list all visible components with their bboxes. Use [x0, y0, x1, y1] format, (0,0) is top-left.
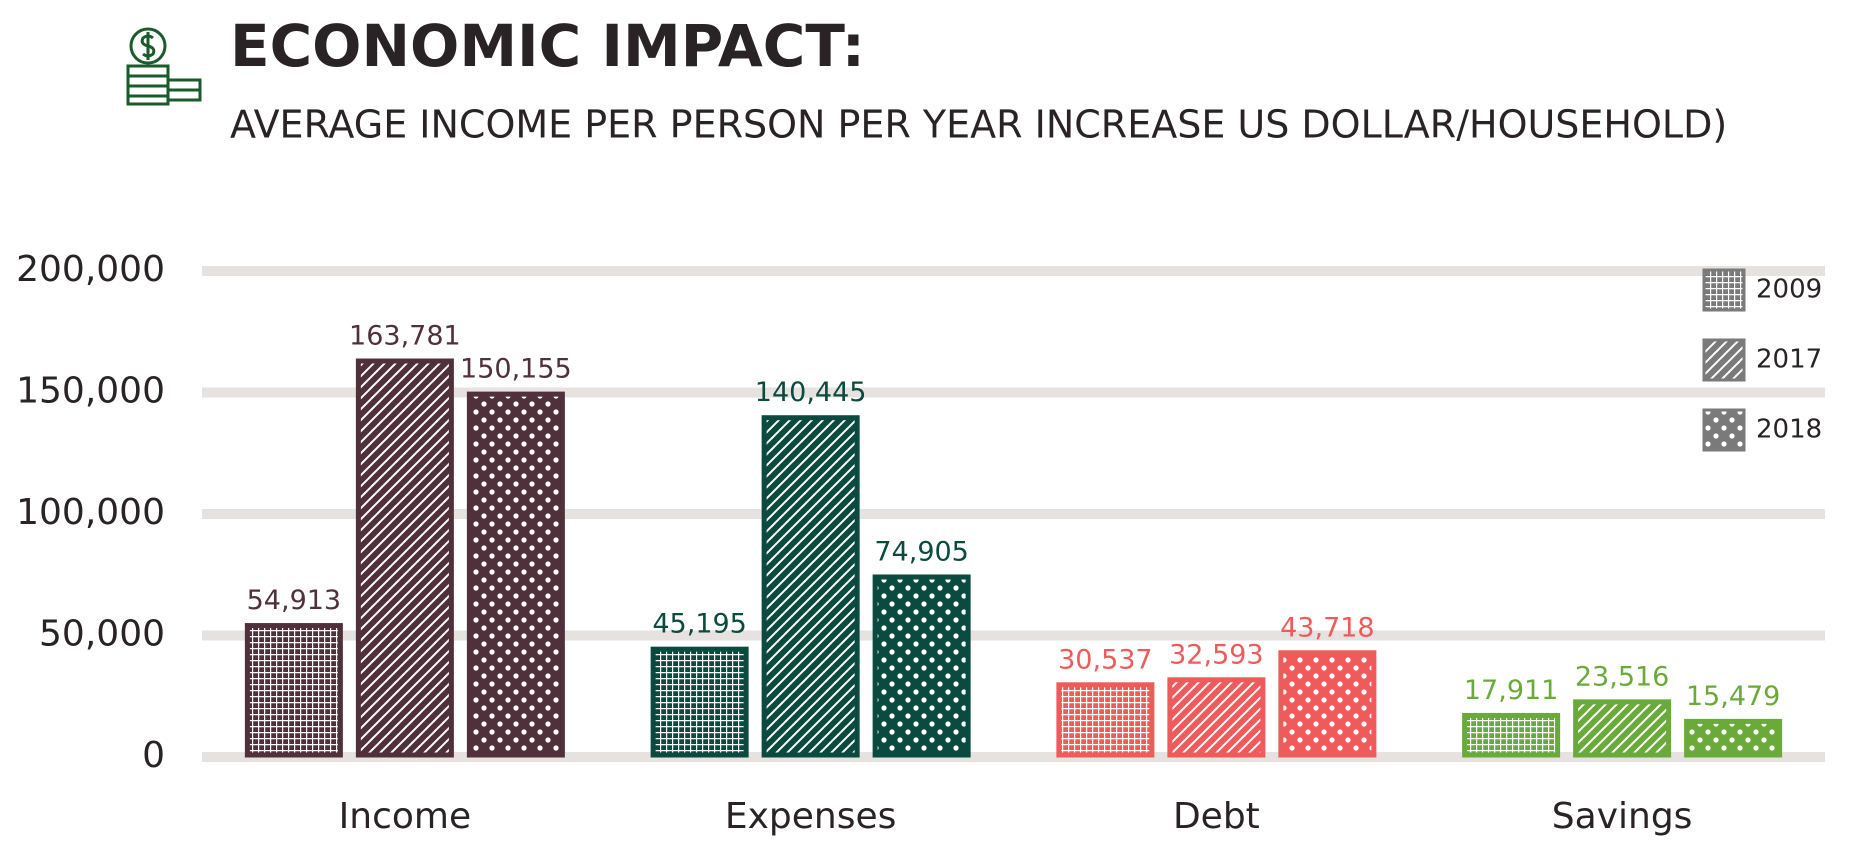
x-tick-label: Debt — [1173, 796, 1260, 837]
chart-title: ECONOMIC IMPACT: — [230, 12, 865, 80]
y-tick-label: 150,000 — [16, 371, 165, 412]
y-tick-label: 0 — [142, 735, 165, 776]
value-label: 32,593 — [1169, 639, 1263, 670]
value-label: 163,781 — [349, 321, 461, 352]
value-label: 54,913 — [247, 585, 341, 616]
legend-label: 2018 — [1756, 415, 1822, 445]
y-tick-label: 50,000 — [39, 614, 165, 655]
value-label: 15,479 — [1686, 681, 1780, 712]
value-label: 45,195 — [652, 609, 746, 640]
bar — [1056, 682, 1155, 758]
y-tick-label: 100,000 — [16, 492, 165, 533]
bar — [761, 415, 860, 758]
bar — [355, 358, 454, 758]
bar — [1573, 699, 1672, 758]
bar — [1462, 712, 1561, 758]
value-label: 23,516 — [1575, 661, 1669, 692]
chart-subtitle: AVERAGE INCOME PER PERSON PER YEAR INCRE… — [230, 103, 1727, 147]
x-tick-label: Income — [339, 796, 471, 837]
value-label: 43,718 — [1280, 612, 1374, 643]
legend-swatch — [1702, 338, 1746, 382]
bar — [1167, 677, 1266, 758]
bar — [872, 574, 971, 758]
bar — [466, 391, 565, 758]
value-label: 74,905 — [874, 536, 968, 567]
bar — [244, 623, 343, 758]
legend-swatch — [1702, 408, 1746, 452]
y-tick-label: 200,000 — [16, 249, 165, 290]
value-label: 17,911 — [1464, 675, 1558, 706]
legend-swatch — [1702, 268, 1746, 312]
bar — [1684, 718, 1783, 758]
bar — [650, 646, 749, 758]
x-tick-label: Expenses — [725, 796, 897, 837]
coin-icon — [126, 27, 202, 106]
x-tick-label: Savings — [1552, 796, 1693, 837]
value-label: 150,155 — [460, 354, 572, 385]
legend-label: 2009 — [1756, 275, 1822, 305]
bar — [1278, 650, 1377, 758]
value-label: 140,445 — [755, 377, 867, 408]
value-label: 30,537 — [1058, 644, 1152, 675]
legend-label: 2017 — [1756, 345, 1822, 375]
